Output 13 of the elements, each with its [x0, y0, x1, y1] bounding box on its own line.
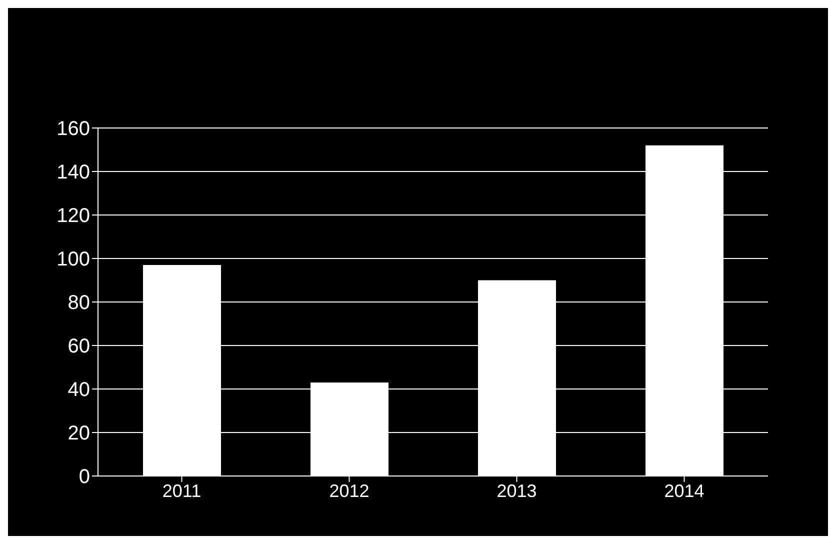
y-tick-label: 140	[56, 162, 90, 184]
y-tick-label: 120	[56, 205, 90, 228]
x-tick-label: 2013	[496, 480, 537, 501]
y-tick-label: 80	[68, 292, 90, 314]
y-tick-label: 20	[68, 422, 90, 445]
y-tick-label: 40	[68, 379, 90, 402]
y-tick-label: 60	[68, 336, 90, 358]
x-tick-label: 2011	[162, 480, 202, 501]
y-tick-label: 100	[56, 248, 90, 271]
x-tick-label: 2014	[664, 480, 704, 501]
y-tick-label: 0	[78, 466, 90, 488]
x-tick-label: 2012	[329, 480, 370, 501]
y-tick-label: 160	[56, 118, 90, 140]
